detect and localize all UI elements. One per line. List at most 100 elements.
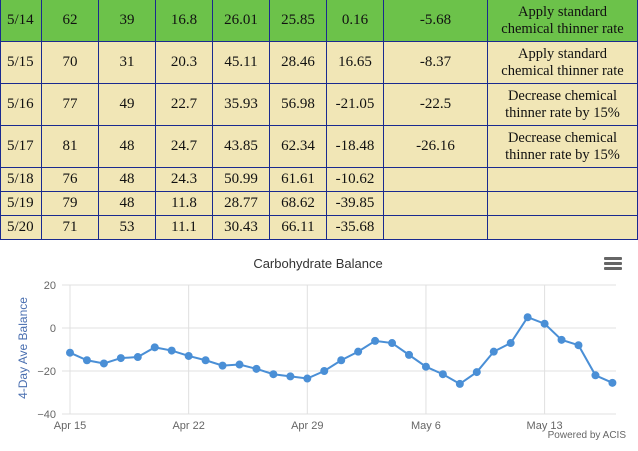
value-cell: 76 — [41, 167, 99, 192]
grid-layer — [62, 284, 616, 415]
data-point[interactable] — [574, 341, 583, 350]
value-cell — [383, 191, 488, 216]
data-point[interactable] — [523, 313, 532, 322]
recommendation-cell: Decrease chemical thinner rate by 15% — [487, 125, 638, 168]
value-cell: 11.8 — [155, 191, 213, 216]
value-cell: 24.7 — [155, 125, 213, 168]
value-cell: 61.61 — [269, 167, 327, 192]
date-cell: 5/19 — [0, 191, 42, 216]
recommendation-line: Decrease chemical — [507, 129, 618, 146]
data-point[interactable] — [489, 347, 498, 356]
data-point[interactable] — [99, 359, 108, 368]
recommendation-cell: Apply standard chemical thinner rate — [487, 0, 638, 42]
x-tick-labels: Apr 15 Apr 22 Apr 29 May 6 May 13 — [54, 420, 563, 432]
table-row: 5/19 79 48 11.8 28.77 68.62 -39.85 — [0, 191, 638, 216]
x-tick-label: Apr 15 — [54, 420, 86, 432]
data-point[interactable] — [303, 374, 312, 383]
value-cell: -5.68 — [383, 0, 488, 42]
value-cell: -26.16 — [383, 125, 488, 168]
recommendation-line: chemical thinner rate — [501, 62, 624, 79]
data-point[interactable] — [405, 350, 413, 359]
value-cell: 0.16 — [326, 0, 384, 42]
data-point[interactable] — [252, 364, 261, 373]
value-cell: 31 — [98, 41, 156, 84]
value-cell: -39.85 — [326, 191, 384, 216]
carbohydrate-data-table: 5/14 62 39 16.8 26.01 25.85 0.16 -5.68 Apply sta… — [0, 0, 638, 240]
data-point[interactable] — [506, 339, 515, 348]
x-tick-label: May 6 — [411, 420, 441, 432]
value-cell: 45.11 — [212, 41, 270, 84]
recommendation-line: thinner rate by 15% — [505, 104, 620, 121]
data-point[interactable] — [150, 343, 159, 352]
value-cell: 62 — [41, 0, 99, 42]
series-line — [69, 316, 613, 386]
hamburger-menu-icon[interactable] — [604, 257, 622, 270]
data-point[interactable] — [371, 336, 380, 345]
date-cell: 5/16 — [0, 83, 42, 126]
value-cell — [383, 215, 488, 240]
data-point[interactable] — [286, 372, 295, 381]
data-point[interactable] — [167, 346, 176, 355]
value-cell: 25.85 — [269, 0, 327, 42]
data-point[interactable] — [269, 370, 278, 379]
value-cell: 48 — [98, 125, 156, 168]
recommendation-cell — [487, 215, 638, 240]
value-cell: 11.1 — [155, 215, 213, 240]
table-row: 5/18 76 48 24.3 50.99 61.61 -10.62 — [0, 167, 638, 192]
value-cell: 30.43 — [212, 215, 270, 240]
data-point[interactable] — [66, 348, 74, 357]
data-point[interactable] — [337, 356, 346, 365]
value-cell: 26.01 — [212, 0, 270, 42]
value-cell: 68.62 — [269, 191, 327, 216]
data-point[interactable] — [82, 356, 91, 365]
data-point[interactable] — [218, 361, 227, 370]
data-point[interactable] — [116, 354, 125, 363]
value-cell: 16.65 — [326, 41, 384, 84]
chart-svg: Carbohydrate Balance 4-Day Ave Balance 2… — [16, 256, 627, 441]
data-point[interactable] — [354, 347, 363, 356]
data-point[interactable] — [421, 362, 430, 371]
recommendation-line: chemical thinner rate — [501, 20, 624, 37]
x-tick-label: Apr 22 — [172, 420, 204, 432]
value-cell: -21.05 — [326, 83, 384, 126]
value-cell: 70 — [41, 41, 99, 84]
recommendation-cell: Decrease chemical thinner rate by 15% — [487, 83, 638, 126]
series-layer — [66, 313, 617, 388]
data-point[interactable] — [133, 353, 142, 362]
value-cell: -10.62 — [326, 167, 384, 192]
chart-credit[interactable]: Powered by ACIS — [548, 430, 627, 441]
date-cell: 5/20 — [0, 215, 42, 240]
data-point[interactable] — [438, 370, 447, 379]
value-cell: 48 — [98, 167, 156, 192]
data-point[interactable] — [320, 367, 329, 375]
data-point[interactable] — [608, 378, 617, 387]
value-cell: 77 — [41, 83, 99, 126]
value-cell: 24.3 — [155, 167, 213, 192]
data-point[interactable] — [472, 368, 481, 377]
recommendation-line: thinner rate by 15% — [505, 146, 620, 163]
data-point[interactable] — [201, 356, 210, 365]
data-point[interactable] — [388, 339, 397, 348]
data-point[interactable] — [184, 351, 193, 360]
x-tick-label: Apr 29 — [291, 420, 323, 432]
y-tick-label: −20 — [37, 366, 56, 378]
data-point[interactable] — [557, 335, 566, 344]
carbohydrate-chart: Carbohydrate Balance 4-Day Ave Balance 2… — [0, 243, 638, 446]
data-point[interactable] — [591, 371, 600, 380]
data-point[interactable] — [540, 319, 549, 328]
value-cell: 43.85 — [212, 125, 270, 168]
value-cell: 50.99 — [212, 167, 270, 192]
table-row: 5/14 62 39 16.8 26.01 25.85 0.16 -5.68 Apply sta… — [0, 0, 638, 42]
date-cell: 5/15 — [0, 41, 42, 84]
value-cell: 16.8 — [155, 0, 213, 42]
data-point[interactable] — [455, 379, 464, 388]
value-cell: 81 — [41, 125, 99, 168]
table-row: 5/17 81 48 24.7 43.85 62.34 -18.48 -26.16 Decrea… — [0, 125, 638, 168]
recommendation-line: Apply standard — [518, 45, 607, 62]
y-tick-label: −40 — [37, 409, 56, 421]
value-cell: 22.7 — [155, 83, 213, 126]
value-cell: 79 — [41, 191, 99, 216]
value-cell: 48 — [98, 191, 156, 216]
data-point[interactable] — [235, 360, 244, 369]
date-cell: 5/14 — [0, 0, 42, 42]
